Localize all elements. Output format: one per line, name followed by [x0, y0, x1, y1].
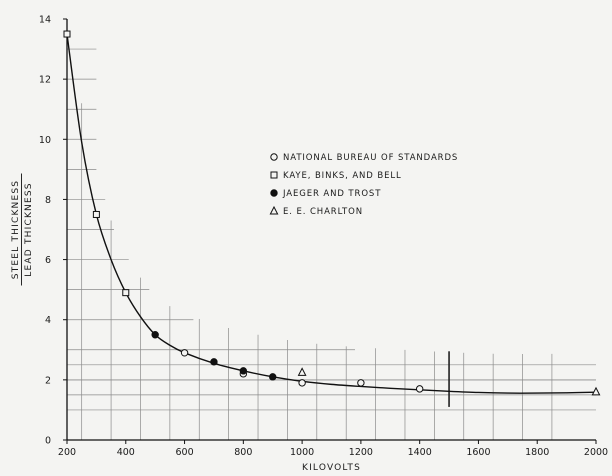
data-point-open-square [63, 30, 71, 38]
legend-label: KAYE, BINKS, AND BELL [283, 171, 402, 181]
x-tick-label: 1600 [466, 447, 490, 458]
y-tick-label: 8 [45, 195, 51, 206]
x-tick-label: 1200 [349, 447, 373, 458]
x-tick-label: 1800 [525, 447, 549, 458]
y-tick-label: 10 [39, 135, 51, 146]
legend-label: JAEGER AND TROST [282, 189, 381, 199]
data-point-filled-circle [270, 189, 278, 197]
data-point-filled-circle [269, 373, 277, 381]
y-tick-label: 4 [45, 315, 51, 326]
x-tick-label: 1400 [408, 447, 432, 458]
x-tick-label: 2000 [584, 447, 608, 458]
data-point-open-circle [415, 385, 424, 393]
axis-labels: KILOVOLTS STEEL THICKNESS LEAD THICKNESS [11, 173, 361, 473]
x-tick-label: 1000 [290, 447, 314, 458]
x-axis-title: KILOVOLTS [302, 463, 361, 473]
data-point-open-circle [180, 349, 189, 357]
data-point-filled-circle [210, 358, 218, 366]
y-tick-label: 14 [39, 15, 51, 26]
data-point-filled-circle [239, 367, 248, 375]
y-tick-label: 0 [45, 436, 51, 447]
y-tick-label: 12 [39, 75, 51, 86]
curve-layer [66, 33, 597, 394]
fitted-curve [66, 33, 597, 394]
legend: NATIONAL BUREAU OF STANDARDS KAYE, BINKS,… [269, 153, 458, 217]
y-axis-title-denominator: LEAD THICKNESS [24, 182, 34, 276]
data-point-open-triangle [269, 205, 279, 215]
data-point-open-circle [357, 379, 365, 387]
data-point-open-triangle [297, 367, 307, 376]
axes: 200 400 600 800 1000 1200 1400 1600 1800 2000 0 2 4 6… [39, 15, 608, 459]
data-points [63, 30, 601, 396]
data-point-open-triangle [591, 386, 601, 396]
data-point-open-square [92, 210, 100, 218]
grid [67, 48, 596, 440]
x-tick-label: 600 [175, 447, 193, 458]
data-point-open-circle [298, 379, 306, 387]
x-tick-label: 200 [58, 447, 76, 458]
y-tick-label: 6 [45, 255, 51, 266]
data-point-open-circle [270, 153, 278, 161]
legend-label: NATIONAL BUREAU OF STANDARDS [283, 153, 458, 163]
x-tick-label: 400 [117, 447, 135, 458]
data-point-filled-circle [151, 331, 159, 339]
legend-label: E. E. CHARLTON [283, 207, 363, 217]
x-tick-label: 800 [234, 447, 252, 458]
data-point-open-square [270, 171, 278, 179]
data-point-open-square [122, 289, 130, 297]
y-axis-title: STEEL THICKNESS LEAD THICKNESS [11, 173, 34, 286]
y-axis-title-numerator: STEEL THICKNESS [11, 180, 21, 279]
y-tick-label: 2 [45, 375, 51, 386]
